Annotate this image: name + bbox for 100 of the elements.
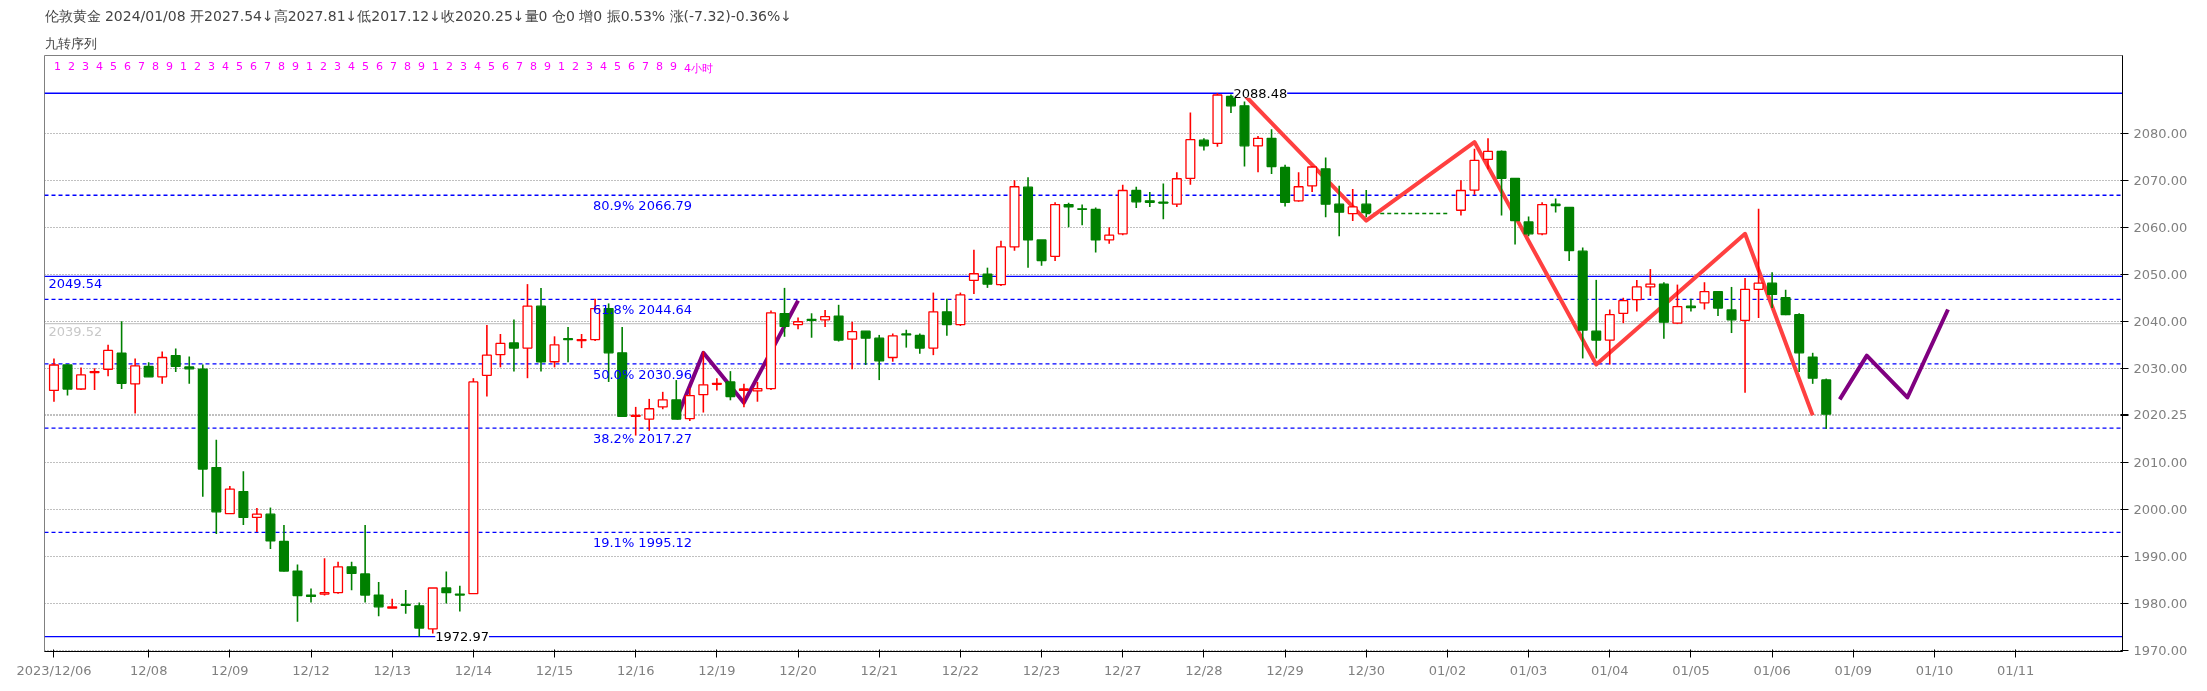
ref-line-label: 19.1% 1995.12: [592, 535, 693, 551]
candlestick: [887, 332, 898, 363]
candlestick: [1645, 268, 1656, 297]
annotation: 4: [95, 59, 103, 73]
candlestick: [400, 589, 411, 615]
ref-line-label: 80.9% 2066.79: [592, 198, 693, 214]
annotation: 7: [263, 59, 271, 73]
annotation: 8: [277, 59, 285, 73]
annotation: 1: [179, 59, 187, 73]
annotation: 5: [487, 59, 495, 73]
annotation: 2: [193, 59, 201, 73]
x-tick-label: 01/04: [1591, 662, 1629, 678]
x-tick-label: 12/09: [211, 662, 249, 678]
annotation: 9: [165, 59, 173, 73]
candlestick: [1712, 290, 1724, 317]
y-tick-label: 2080.00: [2133, 125, 2188, 141]
annotation: 9: [543, 59, 551, 73]
candlestick: [360, 524, 371, 604]
y-tick-label: 2020.25: [2133, 406, 2188, 422]
candlestick: [170, 347, 181, 373]
annotation: 2: [319, 59, 327, 73]
annotation: 8: [151, 59, 159, 73]
annotation: 8: [529, 59, 537, 73]
x-tick-label: 12/08: [129, 662, 168, 678]
candlestick: [725, 370, 736, 402]
candlestick: [1523, 215, 1534, 237]
candlestick: [157, 350, 168, 385]
annotation: 9: [417, 59, 425, 73]
x-tick-label: 01/06: [1753, 662, 1791, 678]
candlestick: [549, 335, 560, 369]
x-tick-label: 12/13: [373, 662, 411, 678]
candlestick: [752, 381, 763, 403]
annotation: 3: [333, 59, 341, 73]
annotation: 4: [599, 59, 607, 73]
candlestick: [414, 601, 425, 638]
annotation: 4: [347, 59, 355, 73]
annotation: 1: [557, 59, 565, 73]
candlestick: [563, 326, 574, 363]
candlestick: [1063, 201, 1074, 228]
y-tick-label: 2010.00: [2133, 454, 2188, 470]
candlestick: [103, 344, 114, 378]
candlestick: [1780, 288, 1791, 316]
candlestick: [1036, 239, 1047, 267]
x-tick-label: 12/23: [1022, 662, 1061, 678]
candlestick: [130, 357, 141, 415]
chart-subtitle: 九转序列: [44, 35, 97, 51]
annotation: 1: [53, 59, 61, 73]
candlestick: [1482, 137, 1494, 171]
candlestick: [305, 587, 317, 604]
candlestick: [346, 560, 357, 592]
candlestick: [62, 363, 73, 397]
y-tick-label: 1970.00: [2133, 643, 2188, 659]
x-tick-label: 12/15: [535, 662, 574, 678]
x-tick-label: 12/27: [1104, 662, 1142, 678]
candlestick: [1631, 279, 1642, 313]
candlestick: [901, 328, 912, 349]
annotation: 9: [291, 59, 299, 73]
annotation: 7: [389, 59, 397, 73]
x-tick-label: 01/03: [1509, 662, 1548, 678]
y-tick-label: 2030.00: [2133, 360, 2188, 376]
candlestick: [1307, 165, 1318, 193]
candlestick: [1293, 171, 1304, 203]
candlestick: [1591, 279, 1602, 360]
text: 2088.48: [1233, 85, 1288, 101]
candlestick: [847, 320, 858, 371]
x-tick-label: 12/22: [941, 662, 980, 678]
y-tick-label: 1990.00: [2133, 548, 2188, 564]
x-tick-label: 01/02: [1428, 662, 1467, 678]
annotation: 4小时: [683, 61, 713, 75]
annotation: 4: [473, 59, 481, 73]
annotation: 3: [459, 59, 467, 73]
annotation: 6: [627, 59, 635, 73]
candlestick: [779, 287, 790, 338]
annotation: 8: [655, 59, 663, 73]
candlestick: [1158, 182, 1169, 220]
candlestick: [738, 383, 749, 409]
candlestick: [860, 330, 871, 366]
candlestick: [806, 312, 817, 339]
annotation: 6: [375, 59, 383, 73]
candlestick: [441, 570, 452, 605]
candlestick: [1672, 283, 1683, 325]
y-tick-label: 1980.00: [2133, 596, 2188, 612]
chart-title: 伦敦黄金 2024/01/08 开2027.54↓高2027.81↓低2017.12↓收2020.25↓量0 仓0 增0 振0.53% 涨(-7.32)-0.36%↓: [44, 7, 792, 24]
x-tick-label: 12/28: [1185, 662, 1223, 678]
x-tick-label: 12/30: [1347, 662, 1385, 678]
x-tick-label: 12/19: [698, 662, 736, 678]
candlestick: [1618, 296, 1629, 324]
annotation: 7: [641, 59, 649, 73]
x-tick-label: 12/12: [292, 662, 330, 678]
annotation: 3: [207, 59, 215, 73]
candlestick: [319, 557, 330, 597]
candlestick: [1077, 203, 1088, 227]
candlestick: [1131, 185, 1142, 209]
annotation: 2: [67, 59, 75, 73]
text: 1972.97: [435, 629, 490, 645]
x-tick-label: 12/14: [454, 662, 493, 678]
annotation: 5: [235, 59, 243, 73]
annotation: 2: [571, 59, 579, 73]
annotation: 7: [515, 59, 523, 73]
annotation: 5: [361, 59, 369, 73]
